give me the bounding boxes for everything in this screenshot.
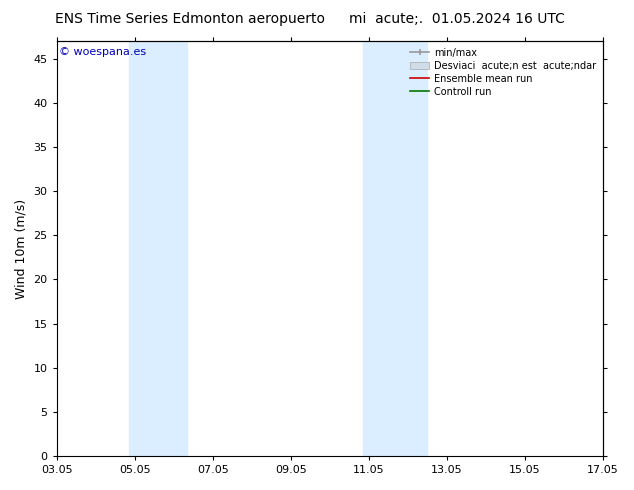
Bar — [158, 41, 188, 456]
Text: ENS Time Series Edmonton aeropuerto: ENS Time Series Edmonton aeropuerto — [55, 12, 325, 26]
Bar — [394, 41, 427, 456]
Y-axis label: Wind 10m (m/s): Wind 10m (m/s) — [15, 198, 28, 299]
Text: mi  acute;.  01.05.2024 16 UTC: mi acute;. 01.05.2024 16 UTC — [349, 12, 564, 26]
Text: © woespana.es: © woespana.es — [60, 48, 146, 57]
Legend: min/max, Desviaci  acute;n est  acute;ndar, Ensemble mean run, Controll run: min/max, Desviaci acute;n est acute;ndar… — [408, 46, 598, 98]
Bar — [363, 41, 394, 456]
Bar — [129, 41, 158, 456]
